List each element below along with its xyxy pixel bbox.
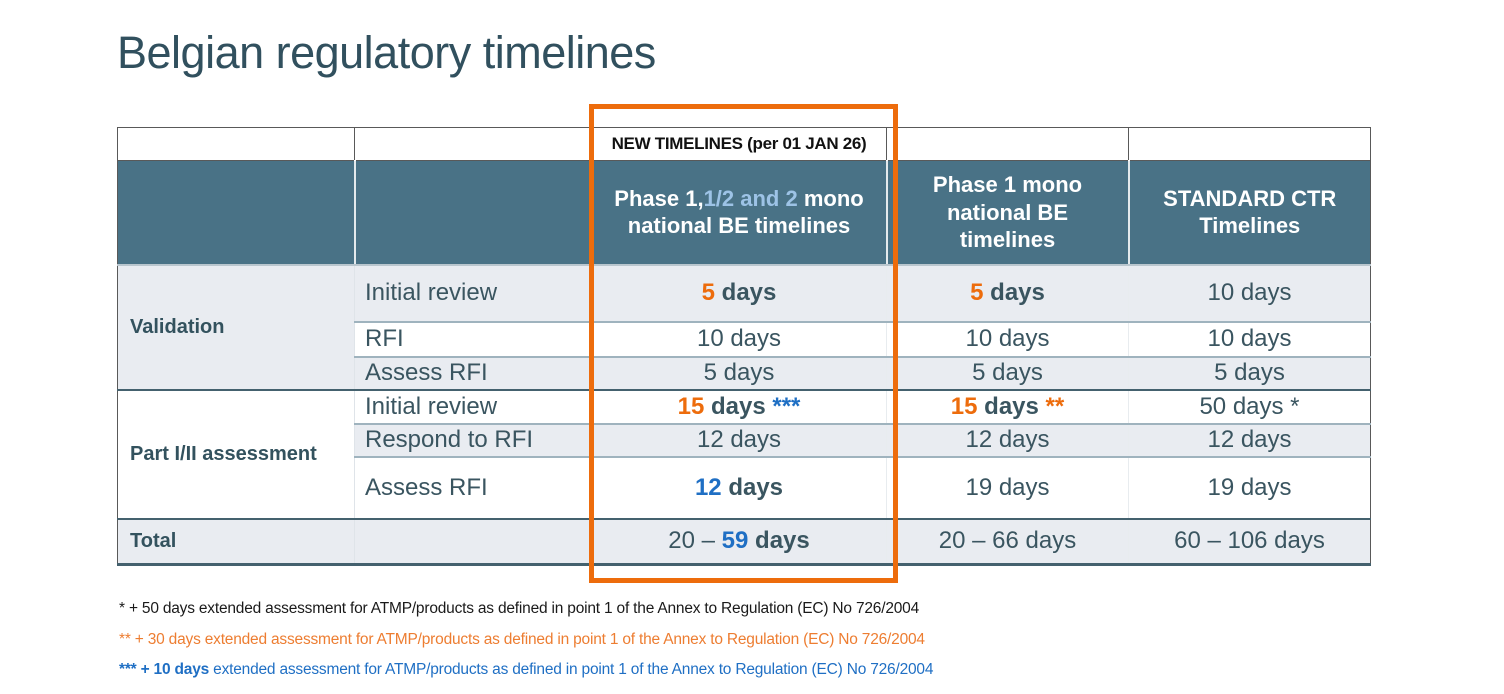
row-validation-rfi: RFI 10 days 10 days 10 days bbox=[118, 320, 1371, 357]
value-cell: 15 days ** bbox=[886, 388, 1129, 424]
banner-empty-cell bbox=[886, 127, 1129, 161]
row-part-assess-rfi: Assess RFI 12 days 19 days 19 days bbox=[118, 455, 1371, 519]
value-cell: 12 days bbox=[591, 455, 887, 519]
section-label-validation: Validation bbox=[117, 264, 355, 390]
row-validation-assess-rfi: Assess RFI 5 days 5 days 5 days bbox=[118, 355, 1371, 390]
header-empty-cell bbox=[117, 160, 355, 266]
value-cell: 5 days bbox=[886, 355, 1129, 390]
total-value-cell: 20 – 59 days bbox=[591, 517, 887, 565]
total-value-cell: 20 – 66 days bbox=[886, 517, 1129, 565]
footnote-standard-ctr: * + 50 days extended assessment for ATMP… bbox=[119, 600, 920, 617]
step-label: Assess RFI bbox=[354, 355, 592, 390]
value-cell: 50 days * bbox=[1128, 388, 1371, 424]
value-cell: 5 days bbox=[591, 355, 887, 390]
row-part-initial-review: Part I/II assessment Initial review 15 d… bbox=[117, 388, 1371, 519]
value-cell: 19 days bbox=[1128, 455, 1371, 519]
row-validation-initial-review: Validation Initial review 5 days 5 days … bbox=[117, 264, 1371, 390]
footnotes: * + 50 days extended assessment for ATMP… bbox=[119, 601, 933, 693]
banner-row: NEW TIMELINES (per 01 JAN 26) bbox=[117, 127, 1371, 161]
step-label: Assess RFI bbox=[354, 455, 592, 519]
value-cell: 5 days bbox=[886, 264, 1129, 322]
total-value-cell: 60 – 106 days bbox=[1128, 517, 1371, 565]
value-cell: 15 days *** bbox=[591, 388, 887, 424]
section-label-part-assessment: Part I/II assessment bbox=[117, 388, 355, 519]
row-part-respond-to-rfi: Respond to RFI 12 days 12 days 12 days bbox=[118, 422, 1371, 457]
value-cell: 12 days bbox=[1128, 422, 1371, 457]
value-cell: 10 days bbox=[1128, 264, 1371, 322]
section-label-total: Total bbox=[117, 517, 355, 565]
step-label: Respond to RFI bbox=[354, 422, 592, 457]
value-cell: 10 days bbox=[1128, 320, 1371, 357]
footnote-phase1-12-2: *** + 10 days extended assessment for AT… bbox=[119, 661, 934, 678]
value-cell: 5 days bbox=[1128, 355, 1371, 390]
value-cell: 10 days bbox=[591, 320, 887, 357]
value-cell: 12 days bbox=[591, 422, 887, 457]
header-phase1-mono: Phase 1 mono national BE timelines bbox=[885, 160, 1129, 266]
timelines-table: NEW TIMELINES (per 01 JAN 26) Phase 1,1/… bbox=[117, 127, 1371, 566]
banner-empty-cell bbox=[354, 127, 592, 161]
value-cell: 19 days bbox=[886, 455, 1129, 519]
row-total: Total 20 – 59 days 20 – 66 days 60 – 106… bbox=[117, 517, 1371, 565]
header-empty-cell bbox=[353, 160, 592, 266]
header-phase1-12-2: Phase 1,1/2 and 2 mono national BE timel… bbox=[590, 160, 887, 266]
value-cell: 10 days bbox=[886, 320, 1129, 357]
step-label: Initial review bbox=[354, 388, 592, 424]
total-empty-cell bbox=[354, 517, 592, 565]
new-timelines-banner: NEW TIMELINES (per 01 JAN 26) bbox=[591, 127, 887, 161]
value-cell: 5 days bbox=[591, 264, 887, 322]
header-row: Phase 1,1/2 and 2 mono national BE timel… bbox=[117, 160, 1371, 266]
value-cell: 12 days bbox=[886, 422, 1129, 457]
footnote-phase1-mono: ** + 30 days extended assessment for ATM… bbox=[119, 630, 925, 648]
step-label: RFI bbox=[354, 320, 592, 357]
page-title: Belgian regulatory timelines bbox=[117, 27, 656, 78]
banner-empty-cell bbox=[117, 127, 355, 161]
banner-empty-cell bbox=[1128, 127, 1371, 161]
header-standard-ctr: STANDARD CTR Timelines bbox=[1127, 160, 1371, 266]
step-label: Initial review bbox=[354, 264, 592, 322]
